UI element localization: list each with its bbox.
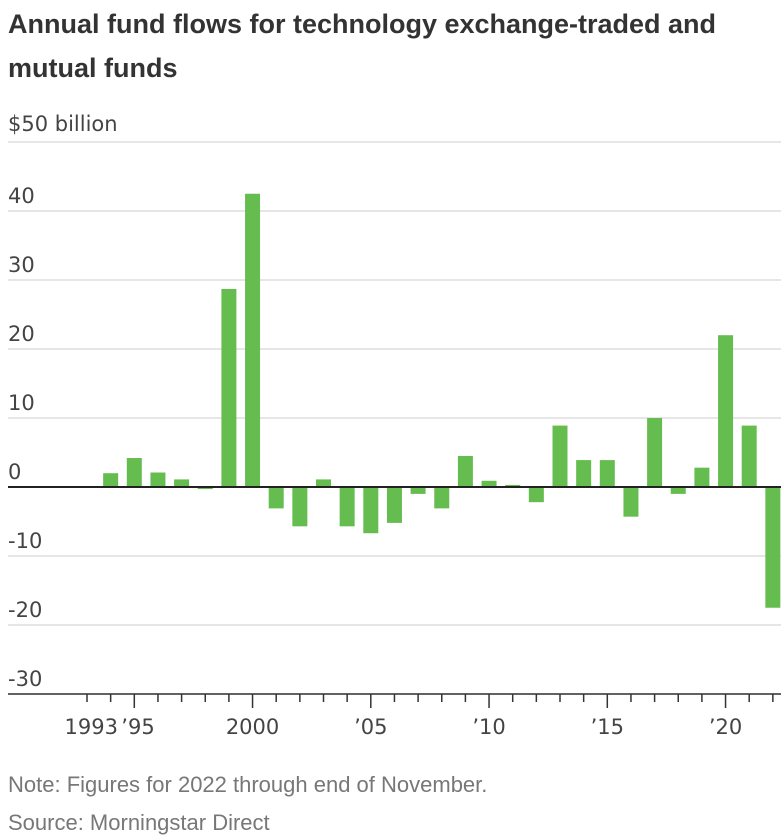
bar-2010 xyxy=(481,480,497,487)
bar-2016 xyxy=(623,487,639,517)
bar-1994 xyxy=(103,473,119,487)
x-axis-labels: 1993’95 2000 ’05 ’10 ’15 ’20 xyxy=(65,715,743,739)
chart-note: Note: Figures for 2022 through end of No… xyxy=(8,772,488,797)
bar-2015 xyxy=(599,460,615,487)
bar-2021 xyxy=(741,425,757,487)
y-tick-label: -20 xyxy=(8,598,42,622)
y-tick-label: -10 xyxy=(8,529,42,553)
bar-2011 xyxy=(505,484,521,487)
y-tick-label: 40 xyxy=(8,184,35,208)
bar-2020 xyxy=(718,335,734,487)
bar-2001 xyxy=(268,487,284,509)
x-tick-label: 2000 xyxy=(226,715,279,739)
bar-1998 xyxy=(197,487,213,490)
bar-1997 xyxy=(174,479,190,487)
x-tick-label: ’10 xyxy=(472,715,505,739)
x-tick-label: ’15 xyxy=(591,715,624,739)
x-axis xyxy=(8,486,781,708)
x-tick-label: ’95 xyxy=(121,715,154,739)
y-axis-labels: -30 -20 -10 0 10 20 30 40 xyxy=(8,184,42,691)
chart-title: Annual fund flows for technology exchang… xyxy=(8,9,717,83)
bar-2004 xyxy=(339,487,355,527)
bar-2009 xyxy=(457,455,473,487)
bar-2019 xyxy=(694,467,710,487)
y-tick-label: 0 xyxy=(8,460,21,484)
bar-2007 xyxy=(410,487,426,494)
gridlines xyxy=(8,141,781,695)
bar-1999 xyxy=(221,288,237,487)
y-tick-label: 10 xyxy=(8,391,35,415)
bar-2006 xyxy=(386,487,402,523)
x-tick-label: ’05 xyxy=(354,715,387,739)
bar-2022 xyxy=(765,487,781,608)
bar-1995 xyxy=(126,458,142,487)
bar-2003 xyxy=(316,479,331,487)
bar-1996 xyxy=(150,472,166,487)
y-tick-label: -30 xyxy=(8,667,42,691)
bar-2014 xyxy=(576,460,592,487)
bar-2017 xyxy=(647,418,663,487)
bar-2005 xyxy=(363,487,379,534)
bar-2002 xyxy=(292,487,308,527)
bar-2000 xyxy=(245,193,261,487)
chart-source: Source: Morningstar Direct xyxy=(8,810,270,835)
x-tick-label: ’20 xyxy=(709,715,742,739)
y-tick-label: 20 xyxy=(8,322,35,346)
bar-2008 xyxy=(434,487,450,509)
bar-chart: -30 -20 -10 0 10 20 30 40 1993’95 2000 ’05 ’10 ’15 ’… xyxy=(8,141,781,739)
x-tick-label: 1993 xyxy=(65,715,118,739)
bar-2013 xyxy=(552,425,568,487)
bars xyxy=(103,193,781,608)
y-axis-unit-label: $50 billion xyxy=(8,112,118,136)
bar-2018 xyxy=(670,487,686,494)
y-tick-label: 30 xyxy=(8,253,35,277)
bar-2012 xyxy=(528,487,544,503)
